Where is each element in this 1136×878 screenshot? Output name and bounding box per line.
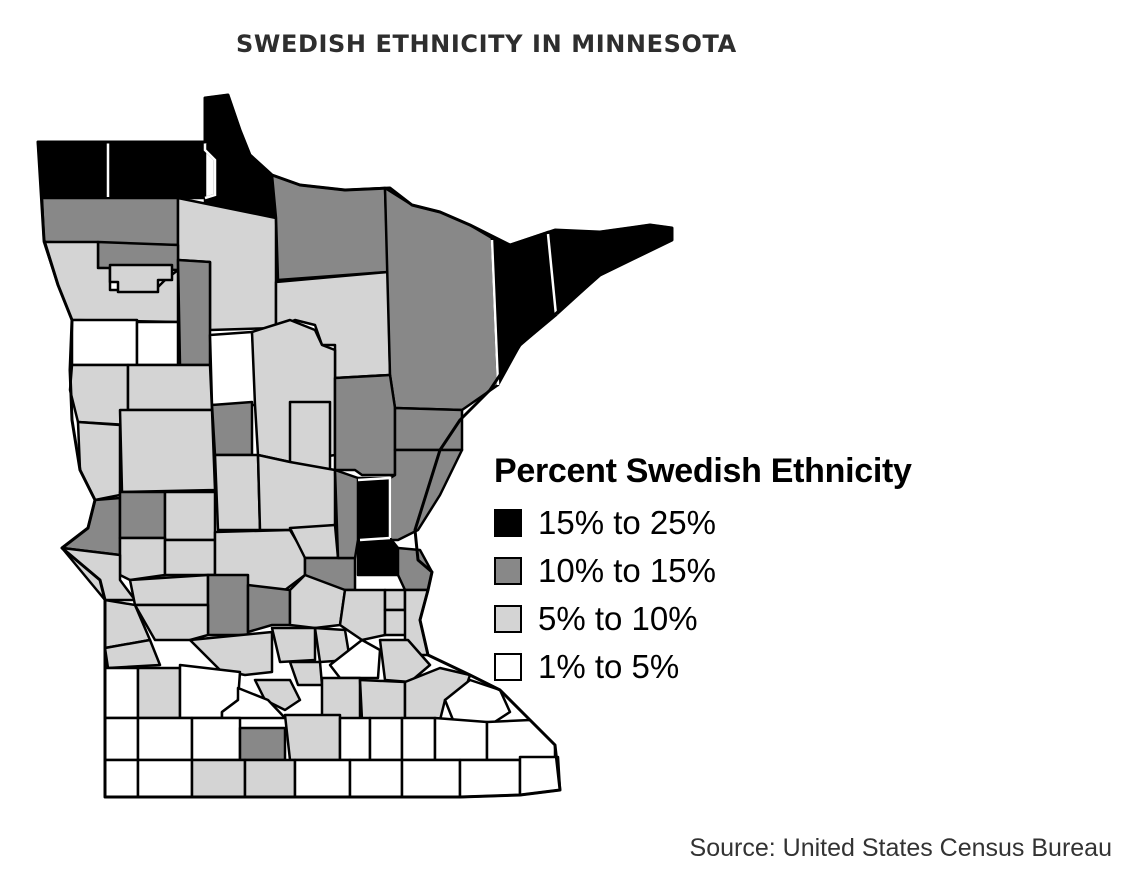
county-region: [135, 320, 180, 367]
county-region: [36, 140, 110, 200]
county-region: [163, 490, 217, 542]
legend-label-low: 5% to 10%: [538, 600, 698, 637]
legend-item-min: 1% to 5%: [494, 643, 912, 691]
county-region: [103, 638, 162, 670]
county-region: [206, 573, 250, 637]
county-region: [333, 373, 397, 477]
county-region: [333, 468, 360, 560]
state-outline: [36, 93, 674, 799]
county-region: [348, 758, 404, 799]
legend-item-high: 15% to 25%: [494, 499, 912, 547]
county-region: [203, 93, 278, 222]
legend-swatch-mid: [494, 557, 522, 585]
county-region: [378, 638, 432, 684]
county-region: [400, 758, 462, 799]
county-region: [358, 678, 407, 722]
legend-label-mid: 10% to 15%: [538, 552, 716, 589]
county-region: [485, 718, 557, 762]
county-border-line: [490, 239, 500, 386]
county-region: [208, 330, 259, 407]
county-region: [106, 140, 207, 200]
legend-item-low: 5% to 10%: [494, 595, 912, 643]
legend-item-mid: 10% to 15%: [494, 547, 912, 595]
legend-swatch-low: [494, 605, 522, 633]
county-border-line: [359, 536, 391, 542]
county-region: [70, 318, 139, 367]
county-region: [126, 363, 214, 412]
county-region: [118, 536, 167, 582]
county-region: [338, 716, 372, 762]
county-region: [40, 196, 180, 247]
county-region: [328, 638, 382, 680]
county-region: [283, 713, 342, 762]
county-region: [163, 538, 217, 577]
county-region: [136, 666, 182, 720]
county-region: [136, 758, 194, 799]
county-region: [320, 676, 362, 722]
county-region: [210, 400, 254, 457]
county-region: [60, 546, 137, 602]
legend: Percent Swedish Ethnicity 15% to 25% 10%…: [494, 452, 912, 691]
county-region: [103, 666, 140, 720]
county-region: [238, 726, 287, 762]
county-border-line: [357, 476, 392, 538]
county-region: [383, 588, 407, 612]
county-region: [190, 758, 247, 799]
county-region: [393, 406, 464, 452]
county-region: [76, 420, 122, 502]
map-title: SWEDISH ETHNICITY IN MINNESOTA: [236, 30, 737, 58]
county-region: [433, 716, 489, 762]
county-region: [243, 758, 297, 799]
county-region: [400, 716, 437, 762]
county-region: [246, 583, 292, 634]
county-region: [270, 173, 390, 282]
county-region: [176, 258, 212, 367]
county-region: [253, 678, 302, 712]
legend-swatch-high: [494, 509, 522, 537]
county-region: [103, 716, 140, 762]
county-region: [288, 660, 324, 687]
county-region: [190, 716, 242, 762]
county-region: [356, 536, 400, 577]
county-region: [293, 758, 352, 799]
county-region: [383, 186, 500, 412]
county-region: [458, 758, 522, 799]
legend-label-high: 15% to 25%: [538, 504, 716, 541]
county-border-line: [546, 233, 558, 316]
county-region: [103, 758, 140, 799]
county-region: [128, 573, 210, 607]
legend-title: Percent Swedish Ethnicity: [494, 452, 912, 490]
county-region: [108, 263, 174, 294]
county-region: [188, 630, 274, 677]
legend-swatch-min: [494, 653, 522, 681]
county-region: [270, 626, 317, 664]
county-region: [213, 453, 262, 532]
county-region: [490, 230, 558, 387]
county-region: [136, 716, 194, 762]
county-border-line: [203, 143, 217, 200]
county-region: [60, 496, 122, 557]
source-credit: Source: United States Census Bureau: [689, 834, 1112, 862]
county-region: [118, 490, 167, 540]
county-region: [338, 588, 387, 642]
legend-label-min: 1% to 5%: [538, 648, 680, 685]
county-region: [118, 408, 217, 494]
county-region: [368, 716, 404, 762]
county-region: [133, 603, 210, 642]
county-region: [356, 476, 392, 542]
